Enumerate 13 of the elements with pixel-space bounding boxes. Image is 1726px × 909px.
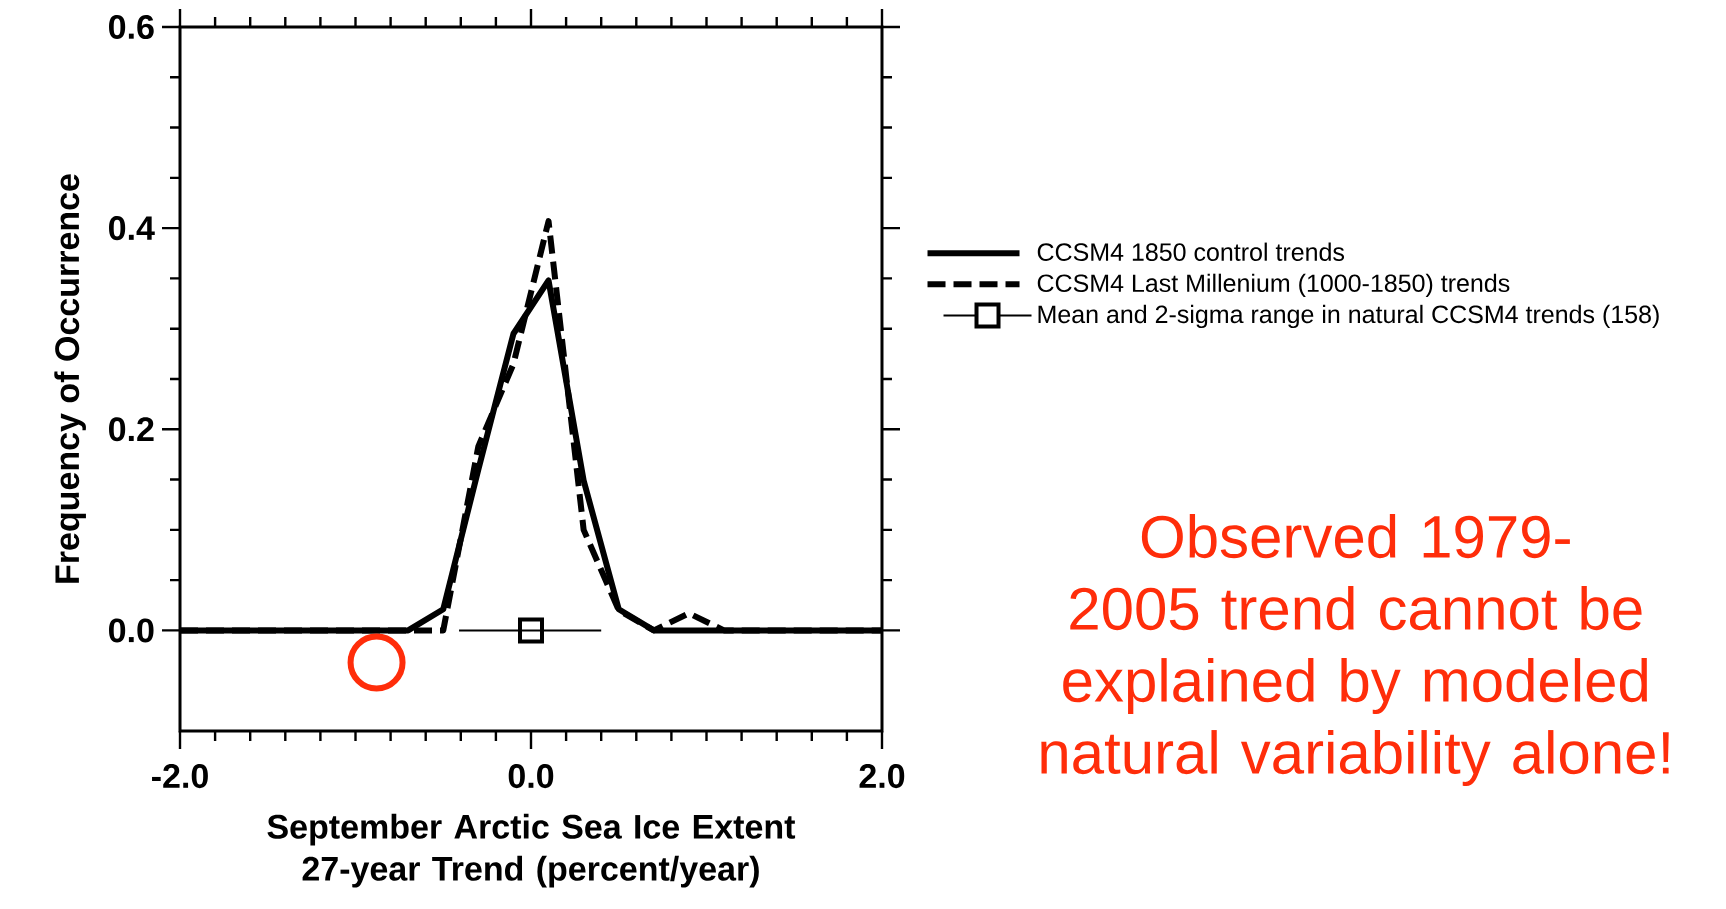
legend-label: CCSM4 1850 control trends — [1037, 242, 1345, 261]
y-axis-title: Frequency of Occurrence — [54, 174, 86, 583]
x-tick-label: 2.0 — [859, 764, 905, 789]
y-tick-label: 0.0 — [109, 618, 154, 643]
y-tick-label: 0.2 — [109, 417, 154, 442]
x-tick-label: -2.0 — [152, 764, 208, 789]
x-axis-title: September Arctic Sea Ice Extent 27-year Trend (percent/year) — [267, 813, 796, 888]
text: Observed 1979-2005 trend cannot be explained by modeled natural variability alone! — [1041, 514, 1669, 786]
y-tick-label: 0.4 — [109, 216, 155, 241]
legend-label: Mean and 2-sigma range in natural CCSM4 trends (158) — [1038, 304, 1659, 329]
legend-label: CCSM4 Last Millenium (1000-1850) trends — [1037, 273, 1510, 297]
x-tick-label: 0.0 — [508, 764, 554, 789]
y-tick-label: 0.6 — [109, 14, 154, 40]
